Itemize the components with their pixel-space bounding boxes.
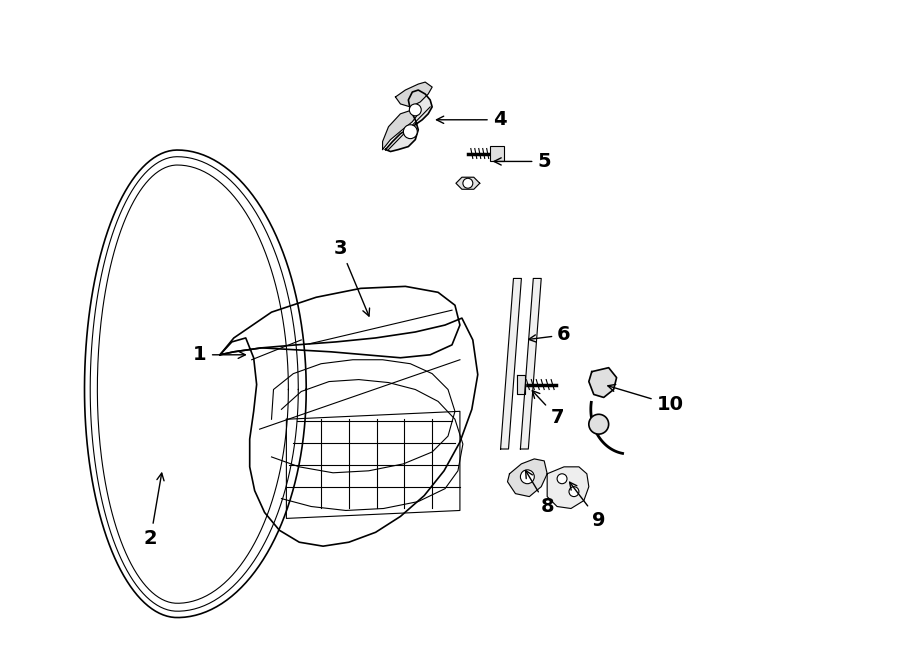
Text: 4: 4 <box>436 110 507 130</box>
Circle shape <box>403 125 418 139</box>
Polygon shape <box>382 110 418 149</box>
Polygon shape <box>395 82 432 107</box>
Text: 7: 7 <box>532 391 563 427</box>
Circle shape <box>520 470 535 484</box>
Circle shape <box>557 474 567 484</box>
Text: 3: 3 <box>334 239 370 316</box>
Text: 8: 8 <box>526 471 554 516</box>
Polygon shape <box>500 278 521 449</box>
Text: 1: 1 <box>194 345 246 364</box>
Polygon shape <box>547 467 589 508</box>
Circle shape <box>463 178 473 188</box>
Polygon shape <box>508 459 547 496</box>
Polygon shape <box>385 90 432 151</box>
Text: 10: 10 <box>608 385 684 414</box>
Bar <box>490 145 503 161</box>
Text: 5: 5 <box>494 152 551 171</box>
Text: 6: 6 <box>528 325 571 344</box>
Polygon shape <box>520 278 541 449</box>
Circle shape <box>569 486 579 496</box>
Circle shape <box>589 414 608 434</box>
Text: 2: 2 <box>144 473 164 548</box>
Polygon shape <box>518 375 526 395</box>
Circle shape <box>410 104 421 116</box>
Polygon shape <box>589 368 616 397</box>
Polygon shape <box>456 177 480 189</box>
Text: 9: 9 <box>570 482 606 530</box>
